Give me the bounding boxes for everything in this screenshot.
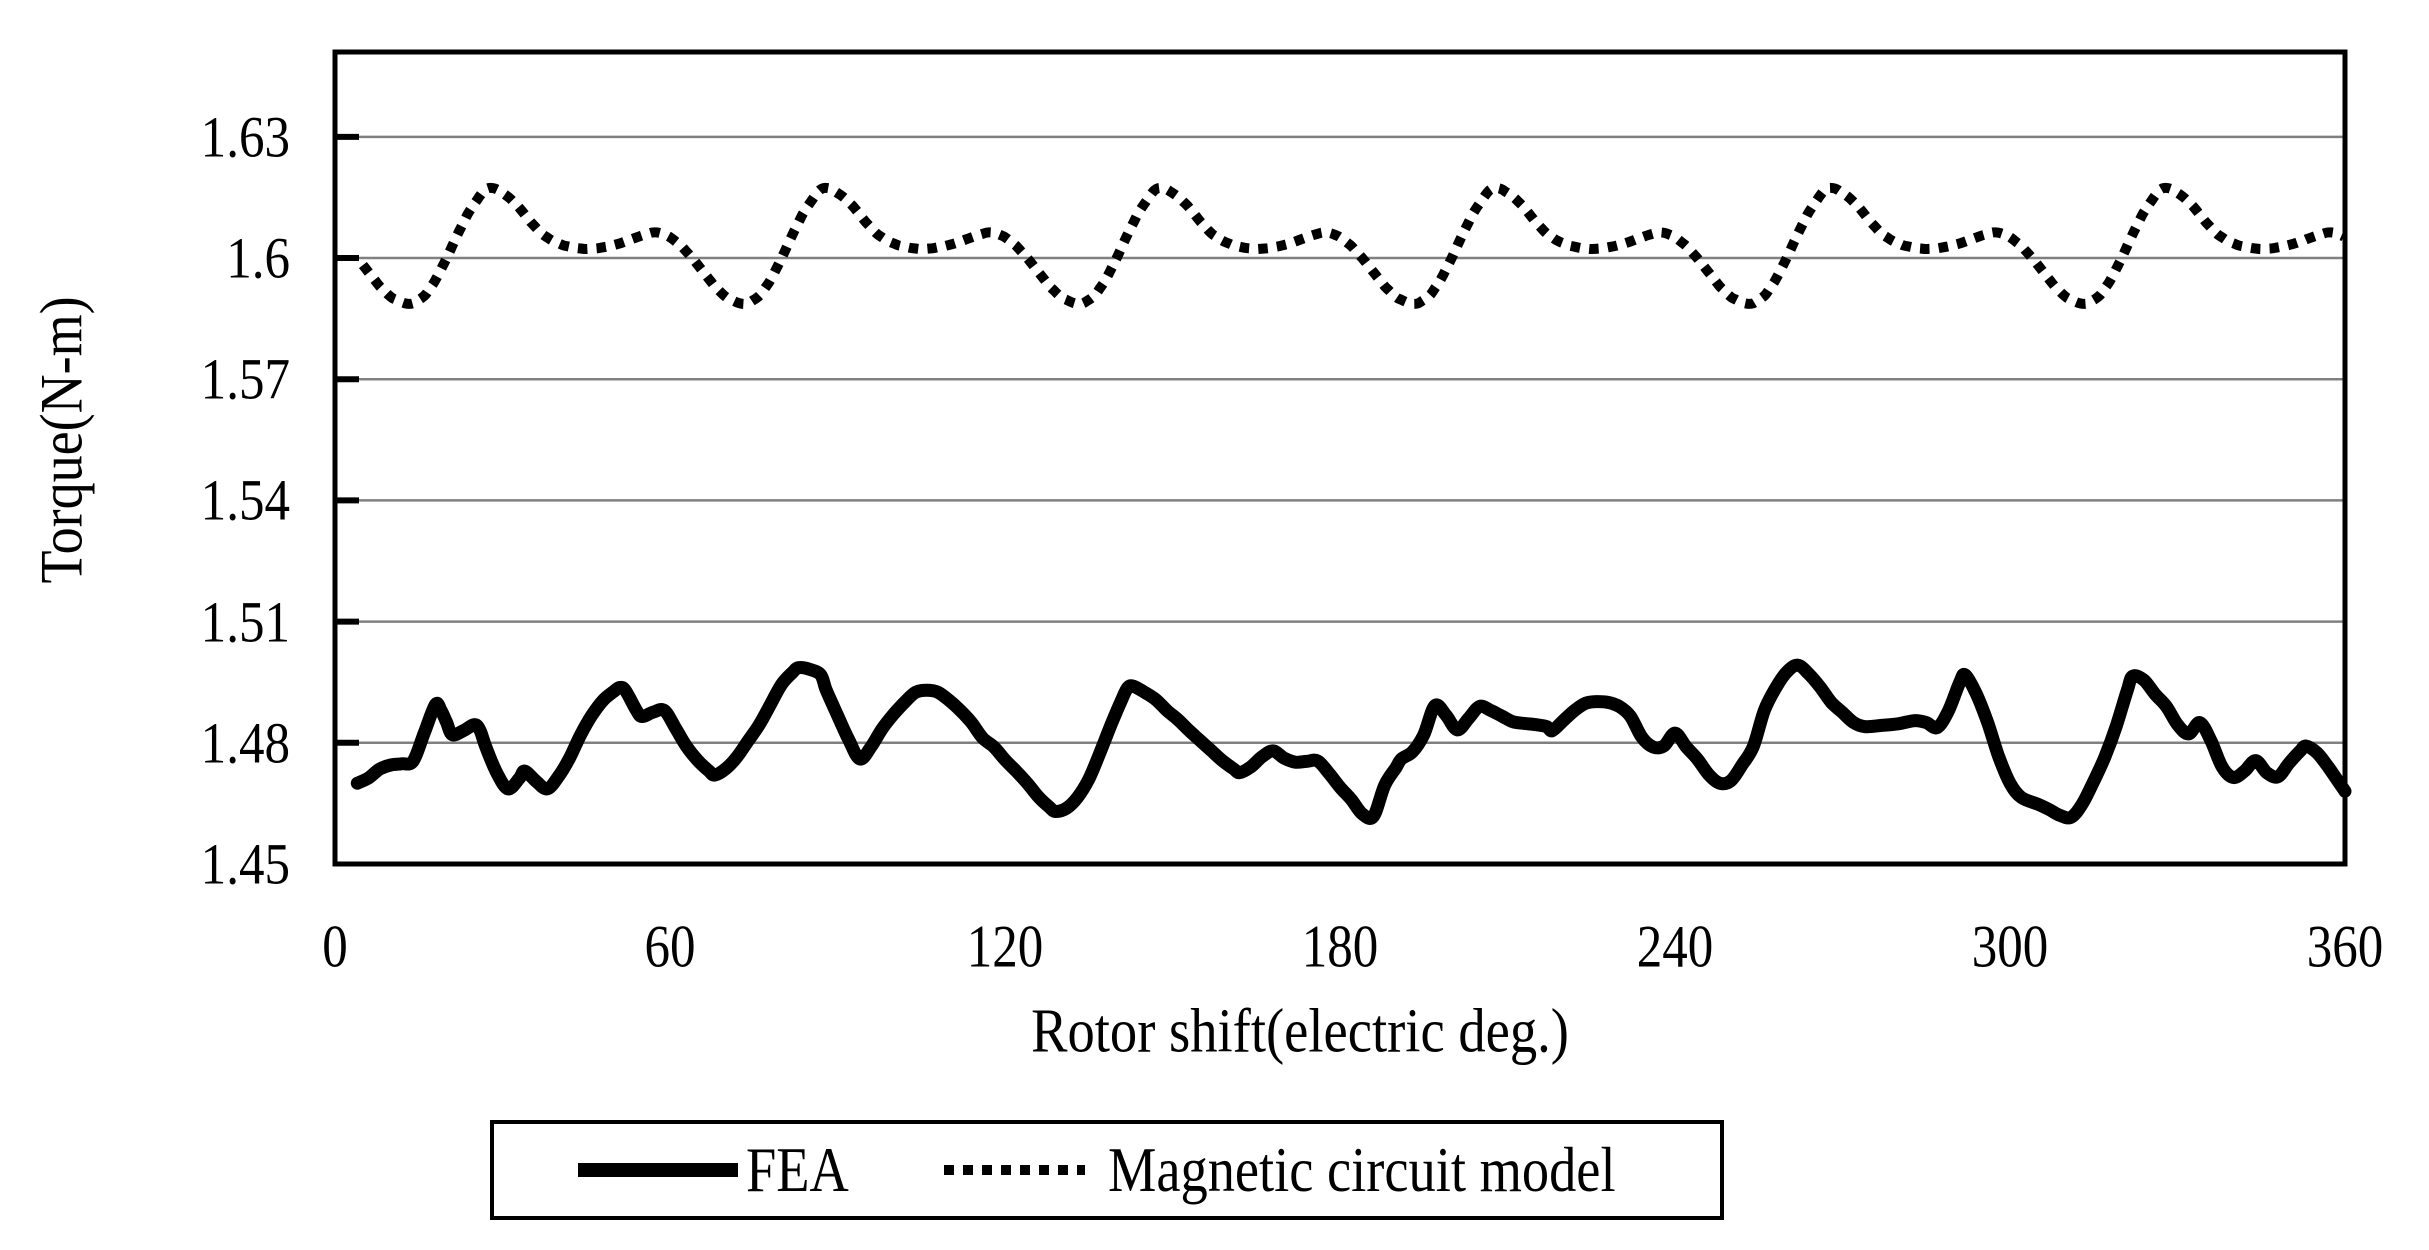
x-tick-label: 120	[966, 913, 1044, 980]
x-axis-title: Rotor shift(electric deg.)	[1031, 997, 1569, 1066]
y-tick-label: 1.57	[200, 346, 290, 412]
legend: FEA Magnetic circuit model	[490, 1120, 1724, 1220]
legend-magnetic-label: Magnetic circuit model	[1108, 1134, 1616, 1205]
x-tick-label: 180	[1301, 913, 1379, 980]
x-tick-label: 60	[644, 913, 696, 980]
legend-magnetic-line-sample	[944, 1165, 1085, 1175]
legend-fea-label: FEA	[746, 1134, 849, 1205]
y-tick-label: 1.51	[200, 589, 290, 655]
y-tick-label: 1.63	[200, 104, 290, 170]
y-tick-label: 1.6	[226, 225, 290, 291]
plot-border	[332, 49, 2348, 867]
y-tick-label: 1.48	[200, 710, 290, 776]
x-tick-label: 0	[322, 913, 348, 980]
y-tick-label: 1.54	[200, 467, 290, 533]
y-tick-label: 1.45	[200, 831, 290, 897]
magnetic-circuit-model-line	[358, 182, 2346, 309]
x-tick-label: 360	[2306, 913, 2384, 980]
x-tick-label: 240	[1636, 913, 1714, 980]
fea-line	[350, 658, 2352, 825]
x-tick-label: 300	[1971, 913, 2049, 980]
legend-fea-line-sample	[578, 1163, 738, 1177]
y-axis-title: Torque(N-m)	[28, 296, 95, 584]
